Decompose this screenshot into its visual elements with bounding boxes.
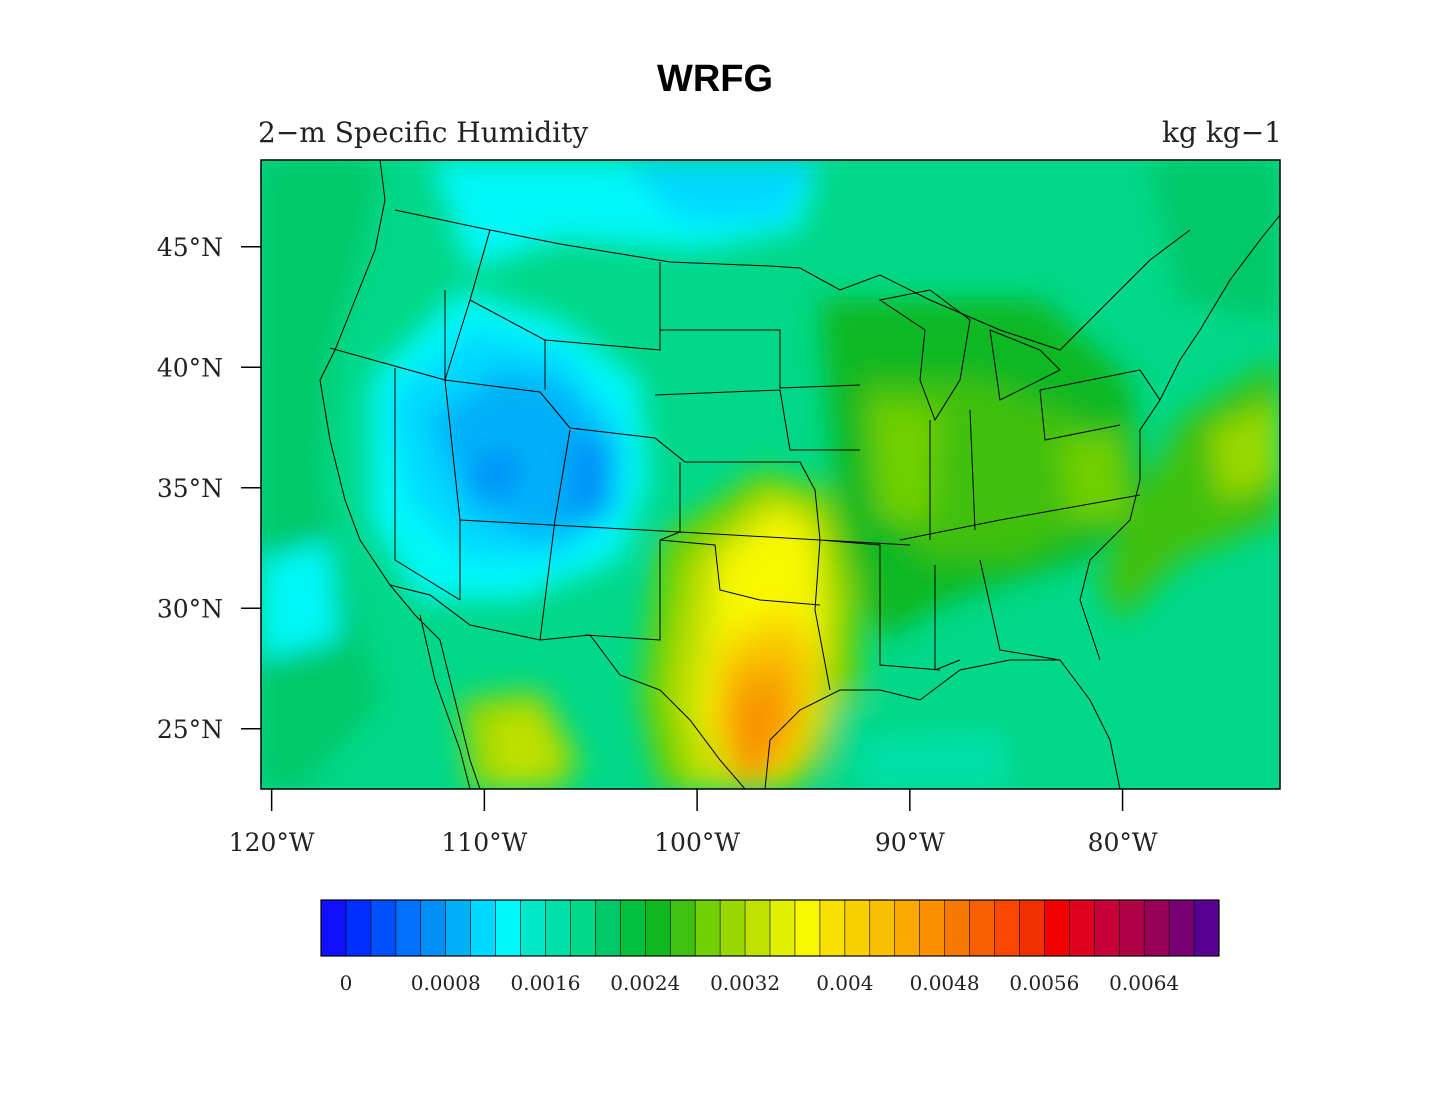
lat-tick-label-2: 35°N	[157, 474, 223, 503]
colorbar-swatch-25	[944, 900, 971, 956]
colorbar-swatch-4	[420, 900, 447, 956]
lon-tick-label-2: 100°W	[654, 828, 740, 857]
lon-tick-label-3: 90°W	[875, 828, 945, 857]
colorbar-swatch-10	[570, 900, 596, 956]
colorbar-swatch-24	[919, 900, 946, 956]
colorbar-swatch-33	[1144, 900, 1170, 956]
colorbar-swatch-26	[969, 900, 995, 956]
atlantic-coastline	[1079, 214, 1280, 661]
colorbar-label-4: 0.0032	[710, 971, 780, 995]
colorbar-swatch-1	[345, 900, 372, 956]
units-label: kg kg−1	[1162, 116, 1282, 149]
colorbar-frame	[320, 899, 1220, 957]
colorbar-swatch-2	[370, 900, 397, 956]
latitude-axis: 45°N 40°N 35°N 30°N 25°N	[157, 233, 261, 744]
colorbar: 0 0.0008 0.0016 0.0024 0.0032 0.004 0.0048 0.00…	[320, 899, 1220, 995]
colorbar-label-1: 0.0008	[411, 971, 481, 995]
colorbar-label-8: 0.0064	[1109, 971, 1179, 995]
colorbar-swatch-32	[1119, 900, 1145, 956]
gulf-coastline	[764, 659, 1121, 789]
colorbar-swatch-23	[894, 900, 921, 956]
colorbar-swatch-35	[1194, 900, 1220, 956]
colorbar-label-2: 0.0016	[511, 971, 581, 995]
longitude-axis: 120°W 110°W 100°W 90°W 80°W	[229, 789, 1158, 857]
state-lines	[329, 229, 1161, 691]
lon-tick-label-1: 110°W	[441, 828, 527, 857]
colorbar-swatch-3	[395, 900, 422, 956]
colorbar-swatch-6	[470, 900, 497, 956]
lon-tick-label-4: 80°W	[1088, 828, 1158, 857]
colorbar-swatch-0	[321, 900, 347, 956]
colorbar-swatch-34	[1169, 900, 1195, 956]
colorbar-swatch-18	[770, 900, 796, 956]
baja-coastline	[419, 614, 471, 789]
west-coastline	[319, 160, 481, 789]
variable-name: 2−m Specific Humidity	[258, 116, 589, 149]
lon-tick-label-0: 120°W	[229, 828, 315, 857]
colorbar-swatch-22	[869, 900, 896, 956]
map-boundaries	[319, 160, 1280, 789]
chart-title: WRFG	[656, 58, 774, 100]
mexico-border	[389, 584, 746, 789]
humidity-field	[261, 160, 1280, 789]
colorbar-swatch-21	[844, 900, 871, 956]
plot-frame	[260, 159, 1281, 790]
colorbar-swatch-30	[1069, 900, 1095, 956]
colorbar-swatch-8	[520, 900, 546, 956]
colorbar-swatch-27	[994, 900, 1020, 956]
colorbar-label-7: 0.0056	[1009, 971, 1079, 995]
colorbar-label-6: 0.0048	[910, 971, 980, 995]
lat-tick-label-3: 30°N	[157, 594, 223, 623]
colorbar-label-3: 0.0024	[610, 971, 680, 995]
lat-tick-label-0: 45°N	[157, 233, 223, 262]
lat-tick-label-1: 40°N	[157, 353, 223, 382]
colorbar-swatch-7	[495, 900, 522, 956]
colorbar-swatch-14	[670, 900, 696, 956]
colorbar-swatch-16	[720, 900, 746, 956]
colorbar-swatch-29	[1044, 900, 1070, 956]
colorbar-swatch-5	[445, 900, 472, 956]
colorbar-swatch-13	[645, 900, 671, 956]
colorbar-swatch-31	[1094, 900, 1120, 956]
colorbar-swatch-12	[620, 900, 646, 956]
colorbar-swatch-17	[745, 900, 771, 956]
colorbar-label-0: 0	[340, 971, 353, 995]
colorbar-swatch-11	[595, 900, 621, 956]
colorbar-swatch-19	[794, 900, 821, 956]
colorbar-label-5: 0.004	[816, 971, 873, 995]
great-lakes	[878, 289, 1061, 422]
canada-border	[394, 209, 1191, 351]
colorbar-swatch-9	[545, 900, 571, 956]
colorbar-swatch-15	[695, 900, 721, 956]
lat-tick-label-4: 25°N	[157, 715, 223, 744]
colorbar-swatch-28	[1019, 900, 1045, 956]
colorbar-swatch-20	[819, 900, 846, 956]
